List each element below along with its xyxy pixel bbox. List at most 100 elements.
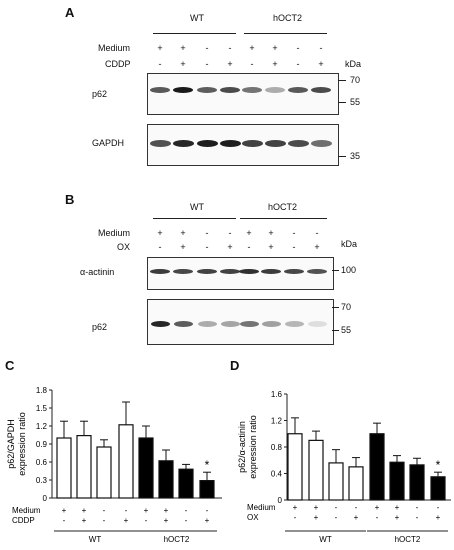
panel-a-tick-70 bbox=[338, 80, 346, 81]
panel-b-sign-medium-2: + bbox=[180, 228, 186, 238]
panel-b-p62-band-8 bbox=[307, 321, 327, 327]
chart-c-ytick-label-6: 1.8 bbox=[36, 386, 48, 395]
chart-c-ytick-label-3: 0.9 bbox=[36, 440, 48, 449]
chart-c-sig-8: * bbox=[205, 458, 210, 472]
panel-d-letter: D bbox=[230, 358, 240, 373]
panel-a-letter: A bbox=[65, 5, 75, 20]
chart-d-row-2-sign-2: + bbox=[314, 513, 319, 522]
chart-c-row-2-sign-1: - bbox=[63, 516, 66, 525]
panel-b-letter: B bbox=[65, 192, 75, 207]
chart-c-bar-4 bbox=[118, 424, 134, 499]
panel-a-p62-band-7 bbox=[288, 87, 308, 93]
panel-a-sign-medium-2: + bbox=[180, 43, 186, 53]
panel-a-p62-band-6 bbox=[265, 87, 285, 93]
panel-b-actinin-band-1 bbox=[150, 269, 170, 274]
panel-b-marker-55: 55 bbox=[341, 325, 352, 335]
chart-c-row-1-sign-6: + bbox=[164, 506, 169, 515]
chart-c-ytick-label-0: 0 bbox=[43, 494, 48, 503]
panel-b-actinin-band-6 bbox=[261, 269, 281, 274]
chart-c-ytick-label-2: 0.6 bbox=[36, 458, 48, 467]
chart-c-row-2-sign-3: - bbox=[103, 516, 106, 525]
chart-d-bar-2 bbox=[308, 439, 324, 501]
chart-c-bar-3 bbox=[96, 446, 112, 499]
panel-a-sign-treatment-7: - bbox=[296, 59, 300, 69]
panel-a-gapdh-band-2 bbox=[172, 140, 194, 147]
panel-a-blot-gapdh bbox=[147, 124, 339, 166]
panel-b-p62-band-7 bbox=[284, 321, 304, 327]
chart-c-row-1-sign-5: + bbox=[144, 506, 149, 515]
panel-b-blot-actinin bbox=[147, 257, 334, 290]
chart-d-ytick-label-0: 0 bbox=[278, 496, 283, 505]
chart-d-row-1-sign-1: + bbox=[293, 503, 298, 512]
chart-d-bar-7 bbox=[409, 464, 425, 501]
panel-b-blot-actinin-label: α-actinin bbox=[80, 267, 115, 277]
chart-c-row-1-sign-7: - bbox=[185, 506, 188, 515]
chart-c-bar-1 bbox=[56, 437, 72, 499]
chart-c-row-2-sign-4: + bbox=[124, 516, 129, 525]
panel-a-blot-p62-label: p62 bbox=[92, 89, 108, 99]
panel-a-group-hoct2: hOCT2 bbox=[273, 13, 303, 23]
panel-b-sign-treatment-5: - bbox=[247, 242, 251, 252]
panel-a-p62-band-5 bbox=[242, 87, 262, 93]
panel-b-actinin-band-8 bbox=[307, 269, 327, 274]
panel-a-sign-medium-3: - bbox=[205, 43, 209, 53]
chart-d-row-2-sign-6: + bbox=[395, 513, 400, 522]
panel-b-kda-label: kDa bbox=[341, 239, 358, 249]
panel-a-kda-label: kDa bbox=[345, 59, 362, 69]
panel-a-sign-medium-1: + bbox=[157, 43, 163, 53]
panel-b-actinin-band-5 bbox=[239, 269, 259, 274]
panel-b-sign-medium-4: - bbox=[228, 228, 232, 238]
panel-b-sign-medium-1: + bbox=[157, 228, 163, 238]
chart-d-group-2: hOCT2 bbox=[395, 535, 421, 544]
panel-a-gapdh-band-5 bbox=[241, 140, 263, 147]
panel-a-row-cddp-label: CDDP bbox=[105, 59, 131, 69]
chart-d-row-1-sign-4: - bbox=[355, 503, 358, 512]
chart-c-bar-6 bbox=[158, 460, 174, 499]
panel-a-group-wt: WT bbox=[190, 13, 204, 23]
chart-d-row-1-sign-7: - bbox=[416, 503, 419, 512]
panel-a-p62-band-2 bbox=[173, 87, 193, 93]
panel-b-actinin-band-2 bbox=[173, 269, 193, 274]
panel-a-sign-medium-6: + bbox=[272, 43, 278, 53]
chart-c-row-label-1: Medium bbox=[12, 506, 41, 515]
panel-b-p62-band-1 bbox=[150, 321, 170, 327]
panel-b-p62-band-2 bbox=[173, 321, 193, 327]
panel-b-sign-treatment-6: + bbox=[268, 242, 274, 252]
chart-d: 0 0.4 0.8 1.2 1.6 p62/α-actinin expression rat… bbox=[237, 390, 451, 544]
panel-b-sign-treatment-1: - bbox=[158, 242, 162, 252]
chart-c-row-1-sign-3: - bbox=[103, 506, 106, 515]
panel-b-marker-100: 100 bbox=[341, 265, 357, 275]
panel-a-blot-p62 bbox=[147, 73, 339, 115]
panel-a-gapdh-band-3 bbox=[196, 140, 218, 147]
panel-b-sign-medium-3: - bbox=[205, 228, 209, 238]
chart-c-row-2-sign-6: + bbox=[164, 516, 169, 525]
panel-a-sign-medium-7: - bbox=[296, 43, 300, 53]
panel-a-marker-55: 55 bbox=[350, 97, 361, 107]
panel-b-tick-55 bbox=[332, 330, 339, 331]
panel-b-sign-treatment-8: + bbox=[314, 242, 320, 252]
panel-a-gapdh-band-1 bbox=[149, 140, 171, 147]
panel-b-sign-medium-7: - bbox=[292, 228, 296, 238]
panel-a-gapdh-band-7 bbox=[287, 140, 309, 147]
panel-a-sign-treatment-8: + bbox=[318, 59, 324, 69]
chart-d-bar-5 bbox=[369, 433, 385, 501]
chart-d-row-2-sign-1: - bbox=[294, 513, 297, 522]
chart-d-row-1-sign-5: + bbox=[375, 503, 380, 512]
panel-b-wt-line bbox=[153, 218, 236, 219]
panel-a-hoct2-line bbox=[244, 33, 327, 34]
panel-a-tick-35 bbox=[338, 156, 346, 157]
panel-b-p62-band-6 bbox=[261, 321, 281, 327]
panel-c-letter: C bbox=[5, 358, 15, 373]
chart-d-ytick-label-4: 1.6 bbox=[271, 390, 283, 399]
chart-c-bar-7 bbox=[178, 468, 194, 499]
chart-c-ytick-label-1: 0.3 bbox=[36, 476, 48, 485]
chart-c-row-2-sign-5: - bbox=[145, 516, 148, 525]
panel-b-actinin-band-4 bbox=[220, 269, 240, 274]
chart-d-row-label-2: OX bbox=[247, 513, 259, 522]
panel-a-p62-band-1 bbox=[150, 87, 170, 93]
chart-d-row-1-sign-3: - bbox=[335, 503, 338, 512]
chart-c-ytick-label-4: 1.2 bbox=[36, 422, 48, 431]
panel-a-p62-band-8 bbox=[311, 87, 331, 93]
chart-c-row-2-sign-7: - bbox=[185, 516, 188, 525]
panel-b-actinin-band-3 bbox=[197, 269, 217, 274]
